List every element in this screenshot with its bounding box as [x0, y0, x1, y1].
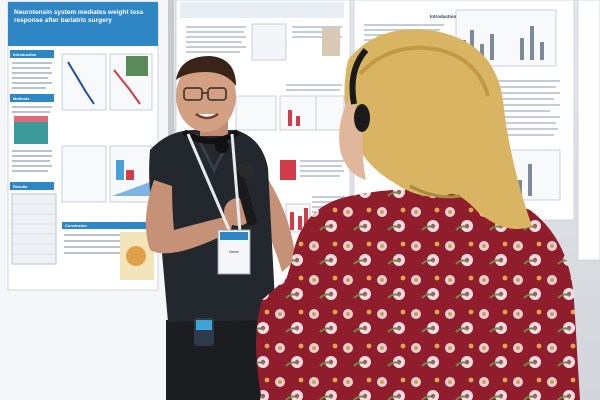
man-presenter	[145, 56, 296, 400]
poster-left	[7, 1, 159, 291]
poster-section-introduction: Introduction	[13, 52, 37, 57]
poster-section-methods: Methods	[13, 96, 30, 101]
name-badge-text: Name	[229, 250, 239, 254]
poster-section-conclusion: Conclusion	[65, 223, 87, 228]
poster-left-title: Neurotensin system mediates weight loss …	[14, 9, 144, 24]
poster-right-heading: Introduction	[430, 14, 457, 19]
poster-section-results: Results	[13, 184, 28, 189]
woman-foreground	[256, 29, 580, 400]
